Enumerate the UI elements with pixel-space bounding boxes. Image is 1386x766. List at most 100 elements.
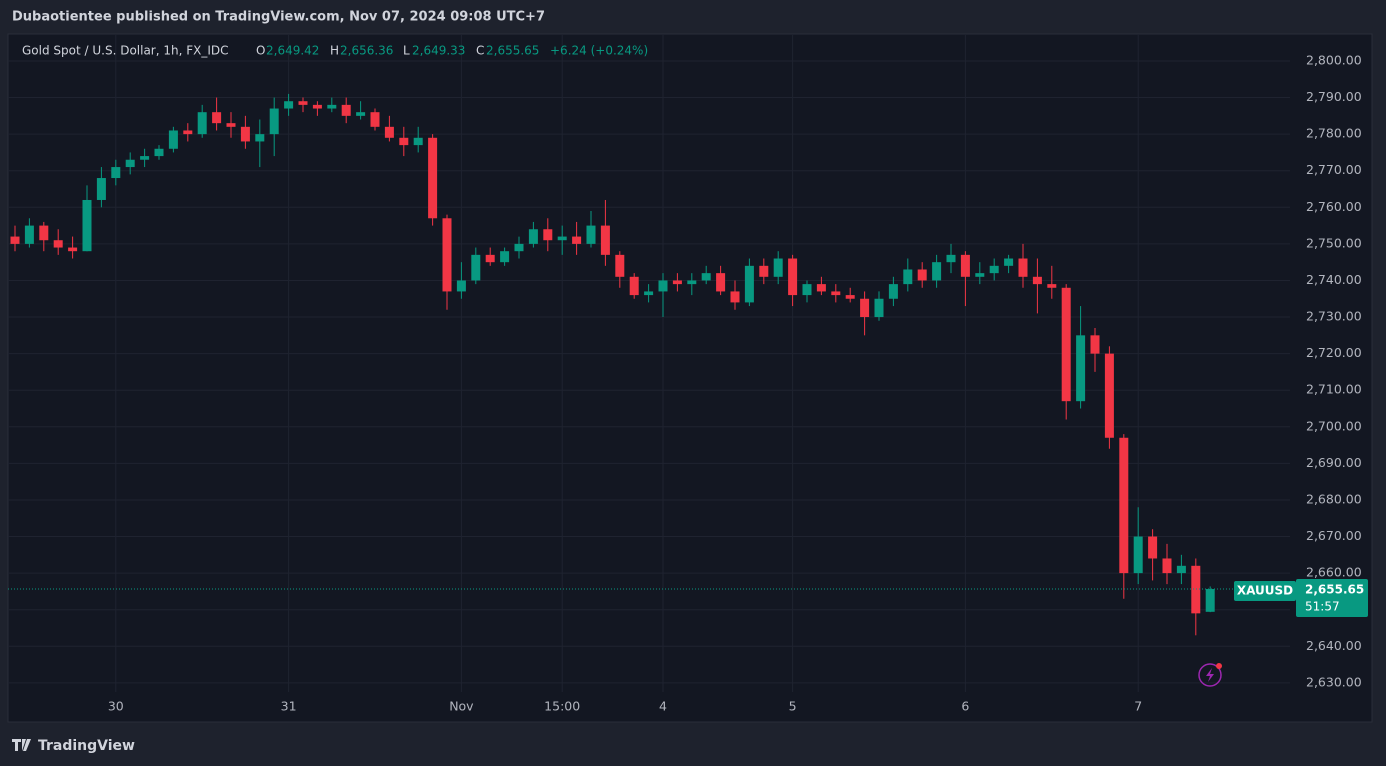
candle-body xyxy=(658,280,668,292)
candle-body xyxy=(932,262,942,281)
candle-body xyxy=(96,178,106,200)
candle-body xyxy=(960,254,970,277)
candle-body xyxy=(730,291,740,303)
candle-body xyxy=(831,291,841,296)
candle-body xyxy=(341,104,351,116)
candle-body xyxy=(788,258,798,296)
y-tick-label: 2,640.00 xyxy=(1306,638,1362,653)
candle-body xyxy=(744,265,754,303)
candle-body xyxy=(1162,558,1172,574)
candle-body xyxy=(370,112,380,127)
candle-body xyxy=(10,236,20,244)
candle-body xyxy=(816,284,826,292)
candle-body xyxy=(615,254,625,277)
candle-body xyxy=(456,280,466,292)
candle-body xyxy=(1061,287,1071,402)
candle-body xyxy=(183,130,193,135)
y-tick-label: 2,680.00 xyxy=(1306,491,1362,506)
candle-body xyxy=(82,199,92,252)
legend: Gold Spot / U.S. Dollar, 1h, FX_IDC O 2,… xyxy=(22,44,648,58)
candle-body xyxy=(471,254,481,281)
candle-body xyxy=(255,134,265,142)
candle-body xyxy=(1090,335,1100,354)
x-tick-label: 7 xyxy=(1134,699,1142,714)
candle-body xyxy=(312,104,322,109)
y-tick-label: 2,720.00 xyxy=(1306,345,1362,360)
candle-body xyxy=(860,298,870,318)
candle-body xyxy=(168,130,178,149)
x-tick-label: 6 xyxy=(961,699,969,714)
candle-body xyxy=(1004,258,1014,266)
x-tick-label: 15:00 xyxy=(544,699,580,714)
y-tick-label: 2,670.00 xyxy=(1306,528,1362,543)
x-tick-label: 30 xyxy=(108,699,124,714)
candle-body xyxy=(1205,589,1215,612)
candle-body xyxy=(888,284,898,299)
candle-body xyxy=(1104,353,1114,438)
y-tick-label: 2,700.00 xyxy=(1306,418,1362,433)
candle-body xyxy=(298,101,308,105)
candle-body xyxy=(975,273,985,277)
chart-panel xyxy=(7,33,1373,723)
candle-body xyxy=(428,137,438,219)
candle-body xyxy=(1133,536,1143,574)
candle-body xyxy=(1018,258,1028,277)
candle-body xyxy=(399,137,409,146)
y-tick-label: 2,690.00 xyxy=(1306,455,1362,470)
symbol: Gold Spot / U.S. Dollar, 1h, FX_IDC xyxy=(22,44,229,58)
y-tick-label: 2,770.00 xyxy=(1306,162,1362,177)
candle-body xyxy=(672,280,682,285)
y-tick-label: 2,710.00 xyxy=(1306,382,1362,397)
x-tick-label: 31 xyxy=(281,699,297,714)
candle-body xyxy=(111,167,121,179)
candle-body xyxy=(500,251,510,263)
candle-body xyxy=(946,254,956,263)
legend-key: H xyxy=(330,44,339,58)
y-tick-label: 2,730.00 xyxy=(1306,309,1362,324)
candle-body xyxy=(442,218,452,292)
candle-body xyxy=(1148,536,1158,559)
candle-body xyxy=(644,291,654,296)
candle-body xyxy=(759,265,769,277)
candle-body xyxy=(1032,276,1042,285)
countdown: 51:57 xyxy=(1305,600,1340,614)
candle-body xyxy=(212,112,222,124)
candle-body xyxy=(154,148,164,157)
candle-body xyxy=(39,225,49,241)
legend-low: 2,649.33 xyxy=(412,44,465,58)
candle-body xyxy=(701,273,711,281)
candle-body xyxy=(586,225,596,244)
candle-body xyxy=(53,240,63,248)
x-tick-label: 5 xyxy=(789,699,797,714)
candle-body xyxy=(528,229,538,244)
publish-note: Dubaotientee published on TradingView.co… xyxy=(12,10,545,25)
candle-body xyxy=(903,269,913,285)
candle-body xyxy=(24,225,34,244)
y-tick-label: 2,800.00 xyxy=(1306,52,1362,67)
y-tick-label: 2,760.00 xyxy=(1306,199,1362,214)
candle-body xyxy=(240,126,250,142)
candle-body xyxy=(1191,565,1201,614)
y-tick-label: 2,790.00 xyxy=(1306,89,1362,104)
candle-body xyxy=(845,295,855,299)
y-tick-label: 2,740.00 xyxy=(1306,272,1362,287)
candle-body xyxy=(269,108,279,135)
ticker: XAUUSD xyxy=(1237,584,1293,598)
legend-close: 2,655.65 xyxy=(486,44,539,58)
candle-body xyxy=(1076,335,1086,402)
candle-body xyxy=(802,284,812,296)
candle-body xyxy=(1176,565,1186,574)
x-tick-label: Nov xyxy=(449,699,474,714)
legend-key: O xyxy=(256,44,265,58)
y-tick-label: 2,630.00 xyxy=(1306,674,1362,689)
candle-body xyxy=(140,156,150,160)
candle-body xyxy=(125,159,135,168)
candle-body xyxy=(226,123,236,127)
alert-icon[interactable] xyxy=(1198,663,1222,687)
candle-body xyxy=(356,112,366,116)
legend-change: +6.24 (+0.24%) xyxy=(550,44,648,58)
brand: TradingView xyxy=(12,738,135,754)
x-tick-label: 4 xyxy=(659,699,667,714)
candle-body xyxy=(68,247,78,252)
candle-body xyxy=(557,236,567,241)
